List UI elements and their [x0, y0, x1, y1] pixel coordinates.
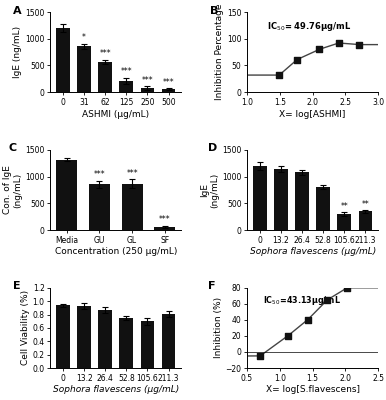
Bar	[141, 321, 154, 368]
Text: **: **	[340, 202, 348, 211]
Point	[276, 72, 282, 78]
Point	[344, 285, 350, 291]
Bar	[77, 46, 91, 92]
Bar	[56, 28, 70, 92]
Bar	[141, 88, 154, 92]
Point	[336, 40, 342, 46]
Y-axis label: IgE
(ng/mL): IgE (ng/mL)	[200, 172, 219, 208]
Text: F: F	[208, 282, 215, 292]
X-axis label: ASHMI (μg/mL): ASHMI (μg/mL)	[82, 110, 149, 118]
Text: ***: ***	[100, 49, 111, 58]
Point	[285, 333, 291, 339]
Bar	[122, 184, 143, 230]
Bar	[317, 187, 330, 230]
Point	[356, 42, 362, 48]
Text: B: B	[210, 6, 218, 16]
Y-axis label: IgE (ng/mL): IgE (ng/mL)	[14, 26, 22, 78]
Text: **: **	[362, 200, 369, 209]
Point	[294, 56, 300, 63]
Y-axis label: Cell Viability (%): Cell Viability (%)	[21, 290, 30, 366]
X-axis label: Sophora flavescens (μg/mL): Sophora flavescens (μg/mL)	[249, 248, 376, 256]
Bar	[253, 166, 267, 230]
Text: IC$_{50}$=43.13μg/mL: IC$_{50}$=43.13μg/mL	[263, 294, 341, 307]
Text: ***: ***	[94, 170, 105, 179]
Text: ***: ***	[120, 68, 132, 76]
Bar	[77, 306, 91, 368]
X-axis label: Sophora flavescens (μg/mL): Sophora flavescens (μg/mL)	[52, 385, 179, 394]
Text: IC$_{50}$= 49.76μg/mL: IC$_{50}$= 49.76μg/mL	[267, 20, 351, 33]
Bar	[359, 211, 372, 230]
Y-axis label: Con. of IgE
(ng/mL): Con. of IgE (ng/mL)	[3, 166, 22, 214]
Text: ***: ***	[126, 169, 138, 178]
Text: E: E	[14, 282, 21, 292]
Bar	[120, 318, 133, 368]
Bar	[56, 160, 77, 230]
Bar	[98, 62, 112, 92]
Text: C: C	[8, 144, 16, 154]
Y-axis label: Inhibition Percentage: Inhibition Percentage	[215, 4, 224, 100]
Point	[316, 46, 322, 53]
Bar	[98, 310, 112, 368]
X-axis label: X= log[S.flavescens]: X= log[S.flavescens]	[266, 385, 360, 394]
Point	[257, 353, 263, 359]
Bar	[162, 89, 176, 92]
Bar	[274, 169, 288, 230]
Bar	[56, 305, 70, 368]
X-axis label: Concentration (250 μg/mL): Concentration (250 μg/mL)	[54, 248, 177, 256]
Bar	[89, 184, 110, 230]
Bar	[120, 81, 133, 92]
Bar	[162, 314, 176, 368]
Bar	[295, 172, 309, 230]
Text: ***: ***	[159, 215, 171, 224]
Text: A: A	[14, 6, 22, 16]
Text: D: D	[208, 144, 217, 154]
Text: *: *	[82, 33, 86, 42]
Text: ***: ***	[163, 78, 174, 87]
Bar	[154, 227, 176, 230]
Point	[324, 297, 330, 303]
X-axis label: X= log[ASHMI]: X= log[ASHMI]	[279, 110, 346, 118]
Text: ***: ***	[142, 76, 153, 85]
Bar	[337, 214, 351, 230]
Point	[305, 317, 311, 323]
Y-axis label: Inhibition (%): Inhibition (%)	[214, 297, 223, 358]
